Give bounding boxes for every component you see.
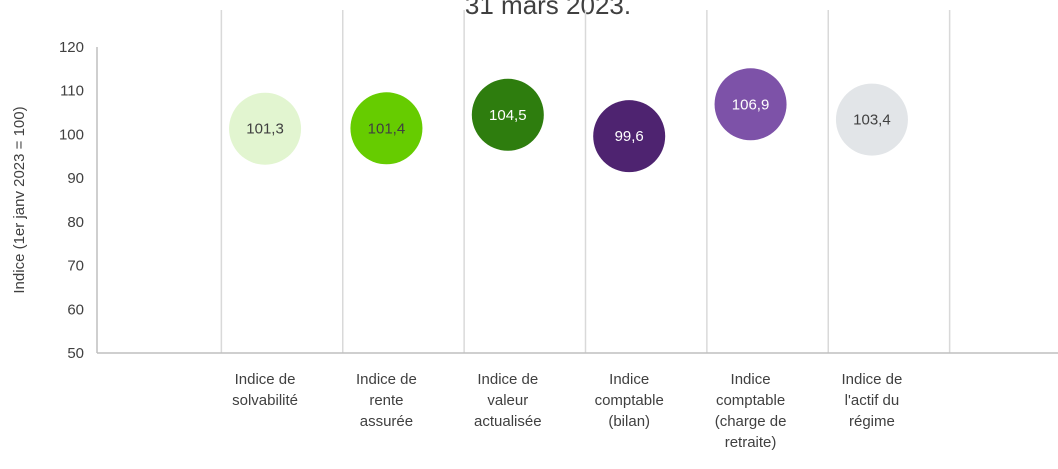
y-axis-label: Indice (1er janv 2023 = 100)	[11, 106, 28, 293]
bubble	[471, 78, 544, 151]
bubble	[714, 68, 787, 141]
chart-title: 31 mars 2023.	[465, 0, 631, 20]
data-label: 104,5	[489, 107, 527, 124]
data-label: 101,3	[246, 121, 284, 138]
bubble	[835, 83, 908, 156]
x-tick-label: Indice comptable (charge de retraite)	[715, 371, 787, 451]
x-tick-label: Indice comptable (bilan)	[595, 371, 664, 430]
x-tick-label: Indice de solvabilité	[232, 371, 298, 409]
data-label: 99,6	[615, 128, 644, 145]
y-tick-label: 80	[67, 214, 84, 231]
x-tick-label: Indice de rente assurée	[356, 371, 417, 430]
data-label: 103,4	[853, 112, 891, 129]
x-tick-label: Indice de l'actif du régime	[841, 371, 902, 430]
y-tick-label: 120	[59, 39, 84, 56]
bubble	[229, 92, 302, 165]
y-tick-label: 50	[67, 345, 84, 362]
y-tick-label: 60	[67, 301, 84, 318]
bubble	[593, 100, 666, 173]
y-tick-label: 70	[67, 258, 84, 275]
y-tick-label: 100	[59, 126, 84, 143]
y-tick-label: 90	[67, 170, 84, 187]
data-label: 106,9	[732, 96, 770, 113]
data-label: 101,4	[368, 120, 406, 137]
y-tick-label: 110	[60, 83, 84, 100]
bubble	[350, 92, 423, 165]
x-tick-label: Indice de valeur actualisée	[474, 371, 542, 430]
